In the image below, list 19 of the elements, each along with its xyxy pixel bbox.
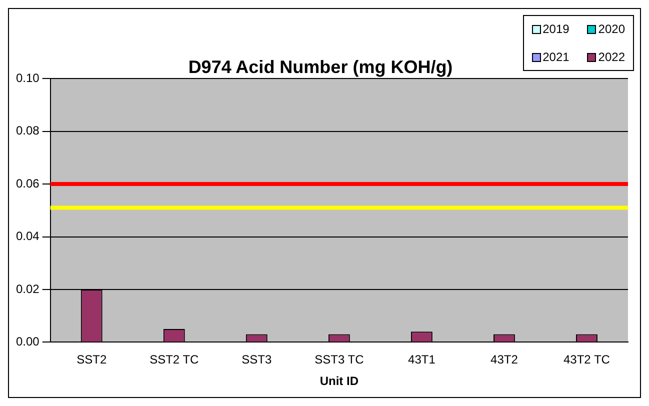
y-tick-label: 0.08 [16,124,40,138]
y-tick-label: 0.04 [16,229,40,244]
x-tick-label: 43T1 [408,352,436,367]
x-tick-label: 43T2 [490,352,518,367]
x-tick-label: 43T2 TC [564,352,610,367]
legend-label: 2022 [598,50,625,64]
y-tick-label: 0.00 [16,334,40,349]
x-axis-title: Unit ID [320,374,359,388]
x-tick-label: SST3 TC [314,352,364,367]
x-tick-label: SST2 [76,352,107,367]
legend-label: 2021 [542,50,570,64]
legend-label: 2020 [598,22,625,36]
x-tick-label: SST3 [242,352,272,367]
legend-label: 2019 [542,22,570,36]
chart-title: D974 Acid Number (mg KOH/g) [188,56,453,77]
y-tick-label: 0.06 [16,176,40,190]
y-tick-label: 0.02 [16,282,40,296]
x-tick-label: SST2 TC [150,352,200,367]
y-tick-label: 0.10 [16,70,40,85]
